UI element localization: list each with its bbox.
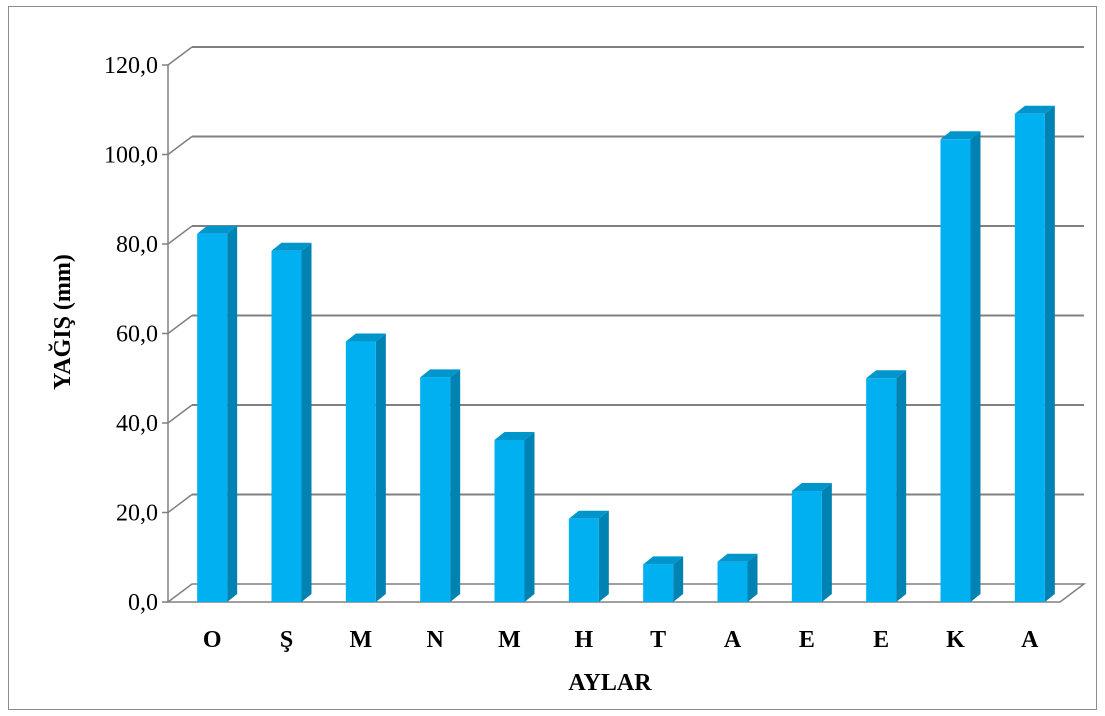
x-axis-title: AYLAR (568, 670, 652, 696)
bar-front (1014, 113, 1045, 602)
gridline-connector (167, 493, 193, 514)
x-tick-label: N (426, 627, 444, 653)
bar (866, 370, 907, 602)
bar (717, 553, 758, 602)
x-tick-label: A (724, 627, 742, 653)
floor (165, 583, 1087, 603)
y-tick-label: 80,0 (116, 232, 158, 258)
bar (197, 225, 238, 602)
bar-side (227, 225, 238, 602)
bar (420, 369, 461, 602)
bar-side (375, 333, 386, 602)
bar-side (747, 553, 758, 602)
x-tick-label: K (946, 627, 965, 653)
bar-side (821, 483, 832, 602)
bar (643, 556, 684, 602)
x-tick-label: M (498, 627, 521, 653)
x-tick-label: E (799, 627, 815, 653)
bar-side (598, 510, 609, 602)
bar-front (866, 378, 897, 602)
x-tick-label: A (1021, 627, 1039, 653)
bar-top (1014, 105, 1055, 114)
x-tick-label: H (574, 627, 593, 653)
y-tick-label: 120,0 (104, 53, 158, 79)
bar-front (197, 233, 228, 602)
x-tick-label: E (873, 627, 889, 653)
gridlines (162, 46, 1087, 603)
bar-side (524, 432, 535, 602)
bar-top (420, 369, 461, 378)
bar (345, 333, 386, 602)
gridline-connector (167, 314, 193, 335)
gridline-connector (167, 46, 193, 66)
gridline-connector (167, 135, 193, 156)
x-tick-label: T (650, 627, 666, 653)
y-axis-title: YAĞIŞ (mm) (49, 254, 76, 390)
bar-side (673, 556, 684, 602)
bar-top (197, 225, 238, 234)
bar-front (643, 564, 674, 602)
bar-top (271, 242, 312, 251)
bar-top (791, 483, 832, 492)
bar-top (345, 333, 386, 342)
bar (1014, 105, 1055, 602)
bar-side (450, 369, 461, 602)
bar (568, 510, 609, 602)
bar (791, 483, 832, 602)
bar (494, 432, 535, 602)
bar-top (866, 370, 907, 379)
y-tick-label: 100,0 (104, 143, 158, 169)
bar-front (494, 440, 525, 602)
bar-top (717, 553, 758, 562)
gridline-connector (167, 404, 193, 424)
bar-side (1044, 105, 1055, 602)
y-tick-label: 60,0 (116, 322, 158, 348)
bar-front (940, 139, 971, 602)
y-tick-label: 20,0 (116, 501, 158, 527)
bar-top (940, 131, 981, 140)
bar-front (791, 491, 822, 602)
y-tick-label: 0,0 (128, 590, 158, 616)
chart-frame (8, 6, 1097, 710)
bar-side (970, 131, 981, 602)
bar-side (896, 370, 907, 602)
labels: 0,0 20,0 40,0 60,0 80,0 100,0 120,0 O Ş M N M H T A E E K… (104, 53, 1039, 653)
bar-front (345, 341, 376, 602)
bar-front (271, 250, 302, 602)
bar (271, 242, 312, 602)
bar (940, 131, 981, 602)
bar-top (494, 432, 535, 441)
x-tick-label: Ş (280, 627, 293, 653)
gridline-connector (167, 225, 193, 245)
bar-front (568, 518, 599, 602)
x-tick-label: O (203, 627, 222, 653)
x-tick-label: M (350, 627, 373, 653)
y-tick-label: 40,0 (116, 411, 158, 437)
bar-side (301, 242, 312, 602)
bar-top (568, 510, 609, 519)
bar-top (643, 556, 684, 565)
bar-front (420, 377, 451, 602)
bar-front (717, 561, 748, 602)
bars (197, 105, 1055, 602)
